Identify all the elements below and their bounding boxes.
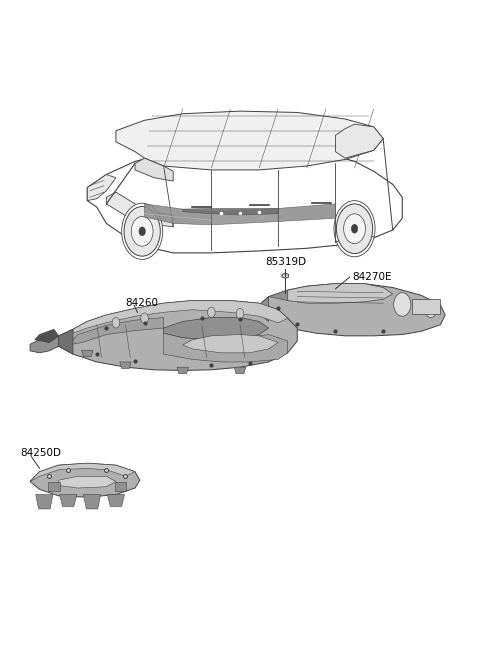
Circle shape: [132, 216, 153, 246]
Text: 84250D: 84250D: [21, 449, 61, 459]
Polygon shape: [183, 335, 278, 353]
Circle shape: [124, 207, 160, 256]
Circle shape: [351, 224, 358, 233]
Polygon shape: [164, 318, 269, 340]
Text: 84260: 84260: [125, 298, 158, 308]
Polygon shape: [269, 290, 288, 300]
Polygon shape: [68, 318, 164, 345]
Circle shape: [334, 201, 375, 256]
Polygon shape: [107, 192, 173, 227]
Text: 85319D: 85319D: [265, 257, 306, 267]
Polygon shape: [59, 329, 73, 354]
Polygon shape: [48, 482, 60, 491]
Polygon shape: [259, 283, 445, 336]
Polygon shape: [115, 482, 126, 491]
Circle shape: [141, 313, 148, 323]
Polygon shape: [84, 495, 101, 509]
Polygon shape: [36, 495, 53, 509]
Polygon shape: [412, 298, 441, 314]
Polygon shape: [108, 495, 124, 506]
Polygon shape: [59, 476, 116, 488]
Polygon shape: [30, 336, 59, 353]
Circle shape: [425, 302, 437, 318]
Circle shape: [139, 227, 145, 236]
Polygon shape: [73, 300, 288, 333]
Circle shape: [112, 318, 120, 328]
Polygon shape: [288, 283, 393, 303]
Polygon shape: [30, 463, 140, 497]
Polygon shape: [135, 158, 173, 181]
Circle shape: [207, 307, 215, 318]
Polygon shape: [60, 495, 77, 506]
Polygon shape: [59, 300, 297, 371]
Polygon shape: [144, 204, 211, 225]
Polygon shape: [82, 350, 93, 357]
Circle shape: [336, 204, 372, 253]
Polygon shape: [116, 111, 383, 170]
Polygon shape: [30, 463, 135, 482]
Polygon shape: [183, 209, 278, 215]
Circle shape: [344, 214, 365, 243]
Polygon shape: [259, 297, 269, 321]
Circle shape: [121, 203, 163, 259]
Polygon shape: [120, 362, 131, 369]
Circle shape: [394, 293, 411, 316]
Polygon shape: [282, 273, 288, 278]
Polygon shape: [87, 146, 402, 253]
Polygon shape: [278, 204, 336, 222]
Polygon shape: [164, 333, 288, 362]
Text: 84270E: 84270E: [352, 272, 392, 282]
Polygon shape: [336, 124, 383, 158]
Polygon shape: [234, 367, 246, 374]
Polygon shape: [35, 329, 59, 342]
Circle shape: [236, 308, 244, 319]
Polygon shape: [211, 209, 278, 225]
Polygon shape: [177, 367, 189, 374]
Polygon shape: [87, 174, 116, 201]
